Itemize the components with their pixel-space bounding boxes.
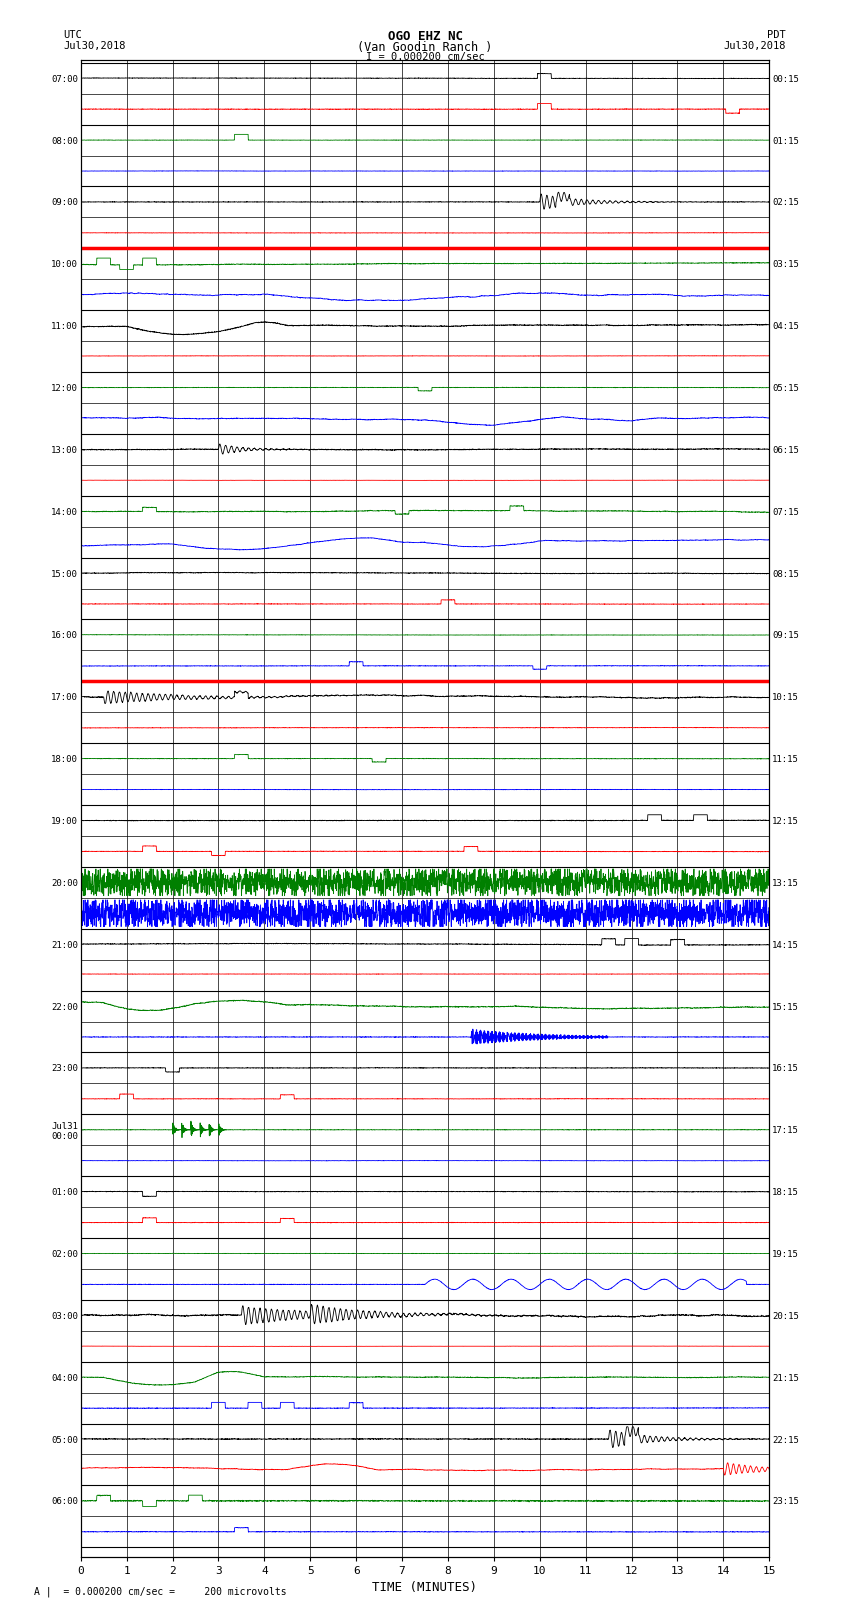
Text: A |  = 0.000200 cm/sec =     200 microvolts: A | = 0.000200 cm/sec = 200 microvolts [34, 1586, 286, 1597]
Text: Jul30,2018: Jul30,2018 [723, 40, 786, 52]
X-axis label: TIME (MINUTES): TIME (MINUTES) [372, 1581, 478, 1594]
Text: I = 0.000200 cm/sec: I = 0.000200 cm/sec [366, 52, 484, 63]
Text: OGO EHZ NC: OGO EHZ NC [388, 31, 462, 44]
Text: PDT: PDT [768, 31, 786, 40]
Text: (Van Goodin Ranch ): (Van Goodin Ranch ) [357, 40, 493, 55]
Text: UTC: UTC [64, 31, 82, 40]
Text: Jul30,2018: Jul30,2018 [64, 40, 127, 52]
